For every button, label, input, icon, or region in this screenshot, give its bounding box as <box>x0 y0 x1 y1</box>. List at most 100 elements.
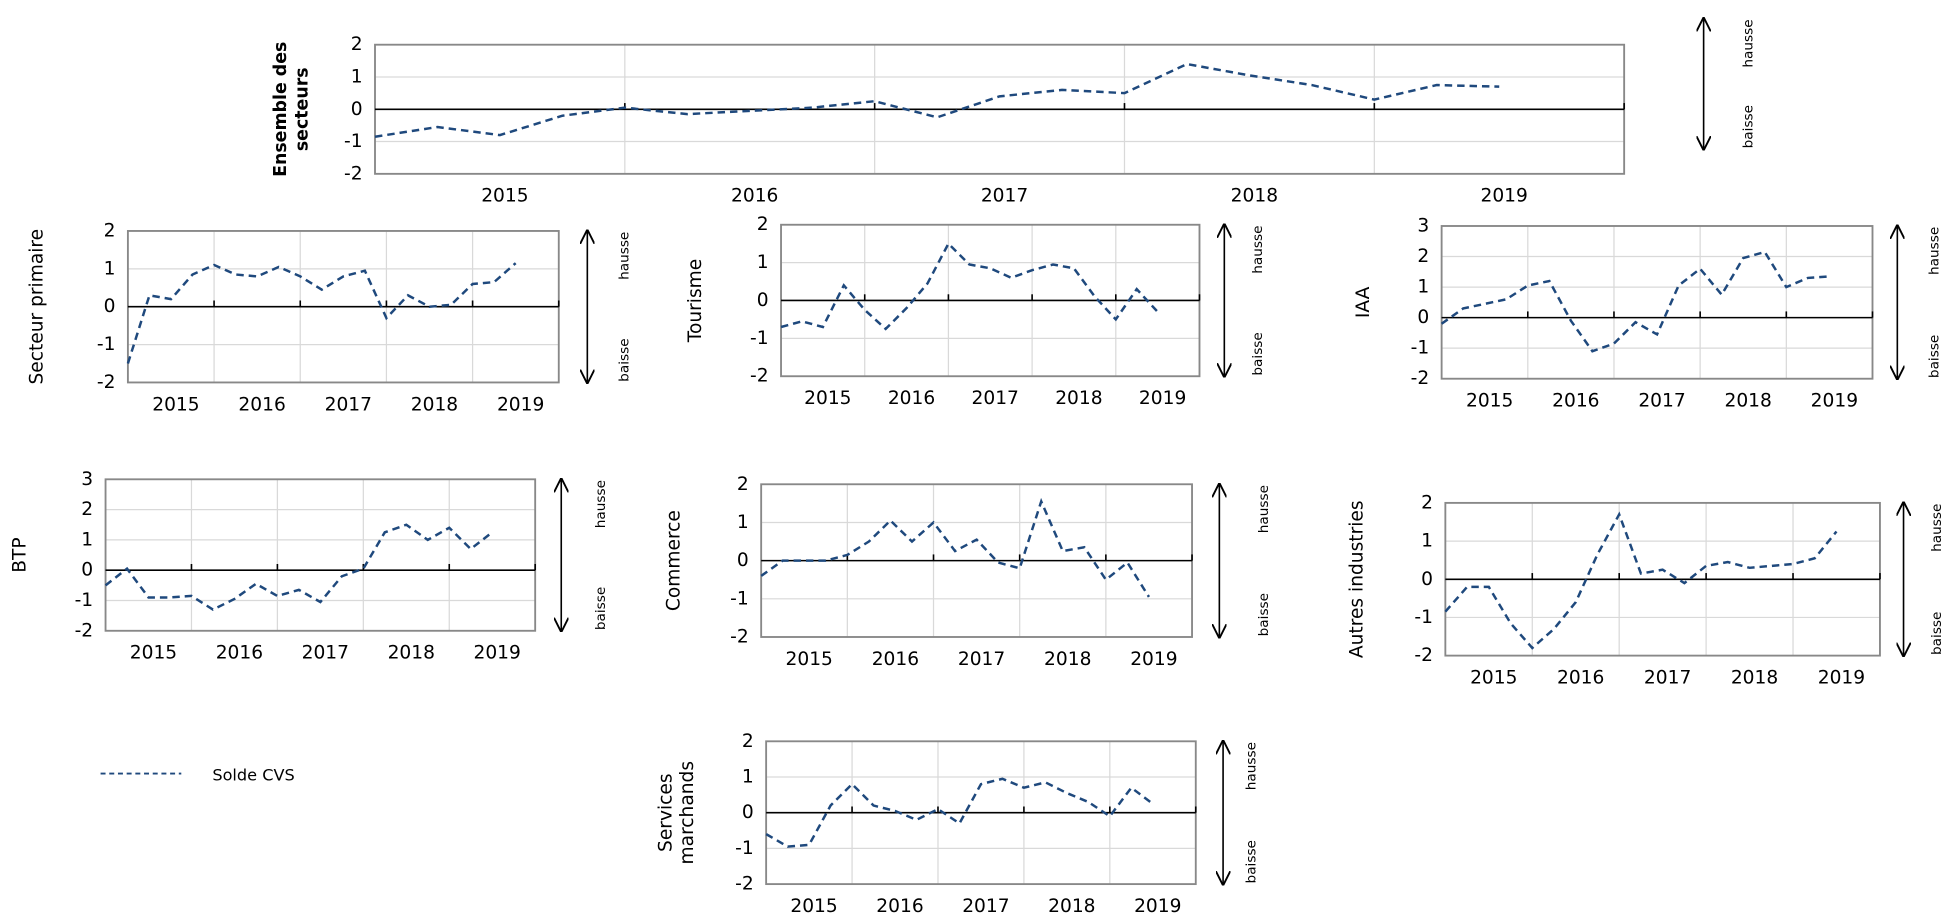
y-tick-label: -1 <box>75 590 94 611</box>
annotation-up: hausse <box>1256 485 1272 533</box>
y-tick-label: 0 <box>737 550 749 571</box>
y-tick-label: 0 <box>104 296 116 317</box>
x-tick-label: 2016 <box>872 649 919 670</box>
y-tick-label: -2 <box>75 620 94 641</box>
y-tick-label: -1 <box>735 838 754 859</box>
y-tick-label: -2 <box>735 874 754 895</box>
annotation-down: baisse <box>1250 332 1266 375</box>
x-tick-label: 2016 <box>238 394 285 415</box>
y-tick-label: -2 <box>1414 645 1433 666</box>
x-tick-label: 2015 <box>130 643 177 664</box>
y-axis-title: Commerce <box>664 510 685 611</box>
x-tick-label: 2019 <box>1481 186 1528 207</box>
x-tick-label: 2015 <box>152 394 199 415</box>
x-tick-label: 2018 <box>1725 391 1772 412</box>
data-line <box>104 523 493 612</box>
y-tick-label: 0 <box>757 290 769 311</box>
data-line <box>760 497 1151 598</box>
annotation-up: hausse <box>1250 225 1266 273</box>
y-tick-label: 1 <box>81 529 93 550</box>
x-tick-label: 2015 <box>804 388 851 409</box>
y-axis-title: Services <box>656 773 677 851</box>
y-axis-title: BTP <box>9 537 30 572</box>
annotation-up: hausse <box>1927 227 1943 275</box>
y-tick-label: 2 <box>81 499 93 520</box>
y-axis-title: Tourisme <box>685 259 706 343</box>
y-tick-label: -2 <box>344 163 363 184</box>
annotation-down: baisse <box>1929 612 1945 655</box>
x-tick-label: 2019 <box>1139 388 1186 409</box>
y-tick-label: 2 <box>351 34 363 55</box>
y-axis-title: IAA <box>1353 286 1374 318</box>
annotation-down: baisse <box>617 338 633 381</box>
x-tick-label: 2018 <box>1055 388 1102 409</box>
y-axis-title: secteurs <box>292 67 312 151</box>
y-tick-label: 1 <box>742 766 754 787</box>
y-tick-label: 2 <box>757 214 769 235</box>
legend-label: Solde CVS <box>212 766 294 785</box>
x-tick-label: 2016 <box>1557 667 1604 688</box>
x-tick-label: 2016 <box>888 388 935 409</box>
y-tick-label: 1 <box>351 66 363 87</box>
x-tick-label: 2015 <box>481 186 528 207</box>
y-tick-label: 2 <box>1417 246 1429 267</box>
y-tick-label: 2 <box>737 474 749 495</box>
y-tick-label: 0 <box>742 802 754 823</box>
x-tick-label: 2018 <box>1048 896 1095 917</box>
annotation-down: baisse <box>593 587 609 630</box>
y-tick-label: 2 <box>1421 492 1433 513</box>
x-tick-label: 2018 <box>1044 649 1091 670</box>
x-tick-label: 2019 <box>1818 667 1865 688</box>
annotation-down: baisse <box>1740 105 1756 148</box>
x-tick-label: 2019 <box>497 394 544 415</box>
y-tick-label: 3 <box>81 469 93 490</box>
y-axis-title: Ensemble des <box>271 42 291 177</box>
x-tick-label: 2017 <box>1638 391 1685 412</box>
plot-frame <box>104 478 537 632</box>
y-tick-label: 0 <box>81 560 93 581</box>
y-tick-label: -2 <box>750 366 769 387</box>
x-tick-label: 2017 <box>325 394 372 415</box>
y-tick-label: 2 <box>104 220 116 241</box>
y-tick-label: 0 <box>1417 307 1429 328</box>
y-axis-title: marchands <box>677 761 698 865</box>
x-tick-label: 2017 <box>302 643 349 664</box>
y-tick-label: 0 <box>1421 569 1433 590</box>
x-tick-label: 2015 <box>1470 667 1517 688</box>
x-tick-label: 2015 <box>790 896 837 917</box>
annotation-down: baisse <box>1256 593 1272 636</box>
x-tick-label: 2018 <box>388 643 435 664</box>
x-tick-label: 2017 <box>1644 667 1691 688</box>
data-line <box>126 262 517 364</box>
y-tick-label: 1 <box>1421 531 1433 552</box>
plot-frame <box>1440 225 1874 380</box>
data-line <box>374 62 1500 138</box>
y-tick-label: -1 <box>1411 338 1430 359</box>
x-tick-label: 2016 <box>731 186 778 207</box>
x-tick-label: 2016 <box>216 643 263 664</box>
y-tick-label: 1 <box>1417 277 1429 298</box>
annotation-up: hausse <box>617 232 633 280</box>
y-tick-label: -1 <box>1414 607 1433 628</box>
y-tick-label: 1 <box>104 258 116 279</box>
x-tick-label: 2019 <box>1130 649 1177 670</box>
x-tick-label: 2017 <box>972 388 1019 409</box>
annotation-up: hausse <box>593 480 609 528</box>
x-tick-label: 2017 <box>962 896 1009 917</box>
x-tick-label: 2019 <box>1811 391 1858 412</box>
y-tick-label: 3 <box>1417 215 1429 236</box>
y-tick-label: -1 <box>730 588 749 609</box>
y-tick-label: -2 <box>1411 368 1430 389</box>
annotation-up: hausse <box>1244 742 1260 790</box>
y-tick-label: -1 <box>344 131 363 152</box>
x-tick-label: 2018 <box>1231 186 1278 207</box>
y-axis-title: Autres industries <box>1347 500 1368 658</box>
y-tick-label: 1 <box>757 252 769 273</box>
x-tick-label: 2018 <box>1731 667 1778 688</box>
x-tick-label: 2016 <box>876 896 923 917</box>
y-axis-title: Secteur primaire <box>27 229 48 385</box>
data-line <box>780 241 1159 331</box>
y-tick-label: 0 <box>351 99 363 120</box>
data-line <box>1440 250 1830 353</box>
